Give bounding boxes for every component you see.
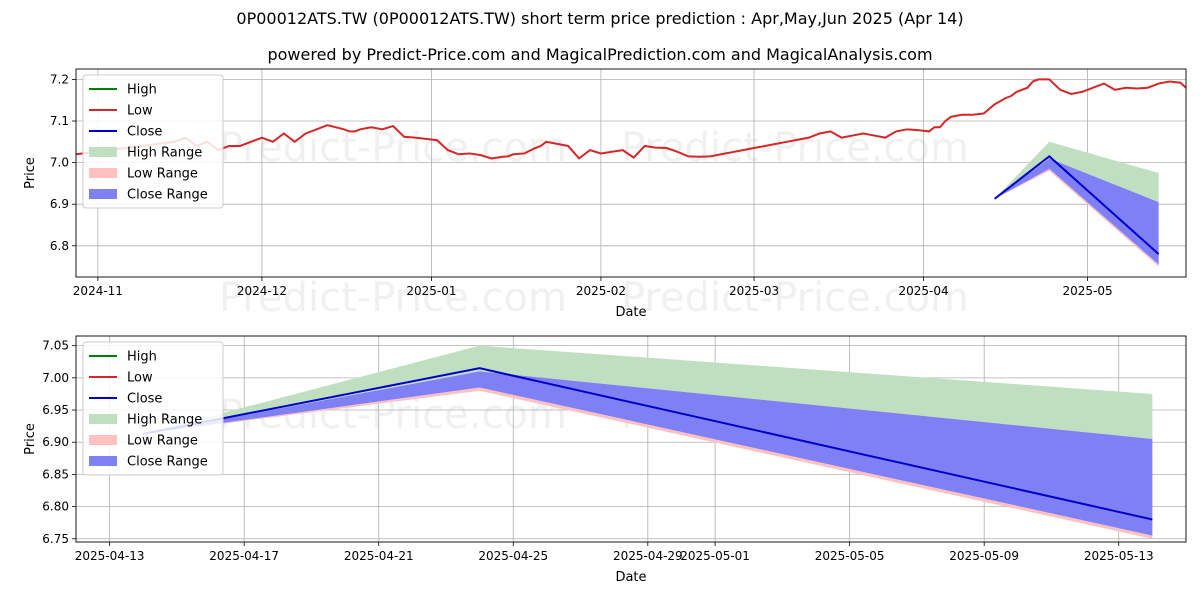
- x-tick-label: 2025-04-29: [613, 549, 683, 563]
- x-axis-label: Date: [615, 305, 646, 320]
- high-range-band: [143, 345, 1153, 439]
- legend-entry-label: Low: [127, 104, 153, 119]
- close-line: [994, 155, 1160, 255]
- legend-swatch-patch: [89, 189, 117, 199]
- legend-entry-label: High Range: [127, 146, 202, 161]
- legend-entry-label: High: [127, 350, 157, 365]
- y-tick-label: 7.0: [50, 156, 69, 170]
- plot-area: Predict-Price.com Predict-Price.com: [76, 69, 1186, 277]
- close-line: [143, 367, 1153, 521]
- x-tick-label: 2025-04-13: [75, 549, 145, 563]
- legend-swatch-patch: [89, 414, 117, 424]
- low-line: [76, 78, 1186, 160]
- x-tick-label: 2025-05-05: [815, 549, 885, 563]
- plot-frame: [75, 68, 1187, 278]
- legend-entry-label: Close: [127, 392, 162, 407]
- legend-entry-label: Low: [127, 371, 153, 386]
- x-tick-label: 2025-01: [406, 284, 456, 298]
- x-tick-label: 2025-02: [576, 284, 626, 298]
- x-tick-label: 2025-05-01: [680, 549, 750, 563]
- y-tick-label: 6.90: [42, 435, 69, 449]
- legend-swatch-patch: [89, 435, 117, 445]
- y-tick-label: 7.05: [42, 339, 69, 353]
- x-axis-label: Date: [615, 570, 646, 585]
- watermark: Predict-Price.com: [219, 275, 567, 321]
- legend-swatch-patch: [89, 147, 117, 157]
- y-tick-label: 6.75: [42, 532, 69, 546]
- legend: High Low Close High Range Low Range Close Ran…: [82, 74, 224, 209]
- y-tick-label: 6.8: [50, 239, 69, 253]
- chart-title: 0P00012ATS.TW (0P00012ATS.TW) short term…: [236, 9, 964, 28]
- y-tick-label: 6.95: [42, 403, 69, 417]
- legend-entry-label: Close Range: [127, 188, 208, 203]
- legend-box: [82, 74, 224, 209]
- y-tick-label: 6.9: [50, 197, 69, 211]
- x-tick-label: 2025-05: [1063, 284, 1113, 298]
- x-tick-label: 2025-04-25: [478, 549, 548, 563]
- close-range-band: [143, 371, 1153, 536]
- x-tick-label: 2024-11: [73, 284, 123, 298]
- y-axis-label: Price: [23, 423, 38, 455]
- legend-box: [82, 341, 224, 476]
- x-tick-label: 2025-05-09: [949, 549, 1019, 563]
- chart-panel-1: Predict-Price.com Predict-Price.comPredic…: [23, 68, 1187, 321]
- plot-frame: [75, 335, 1187, 543]
- legend-entry-label: High: [127, 83, 157, 98]
- x-tick-label: 2025-05-13: [1084, 549, 1154, 563]
- legend-swatch-patch: [89, 456, 117, 466]
- y-tick-label: 7.1: [50, 114, 69, 128]
- x-tick-label: 2024-12: [237, 284, 287, 298]
- watermark: Predict-Price.com: [219, 125, 567, 171]
- y-tick-label: 7.00: [42, 371, 69, 385]
- chart-subtitle: powered by Predict-Price.com and Magical…: [267, 45, 933, 64]
- legend-entry-label: Low Range: [127, 434, 198, 449]
- watermark: Predict-Price.com: [621, 275, 969, 321]
- x-tick-label: 2025-03: [729, 284, 779, 298]
- x-tick-label: 2025-04-21: [344, 549, 414, 563]
- legend-entry-label: Close: [127, 125, 162, 140]
- y-axis-label: Price: [23, 157, 38, 189]
- x-tick-label: 2025-04: [898, 284, 948, 298]
- y-tick-label: 7.2: [50, 72, 69, 86]
- high-range-band: [994, 141, 1159, 203]
- y-tick-label: 6.80: [42, 500, 69, 514]
- legend-entry-label: Close Range: [127, 455, 208, 470]
- legend: High Low Close High Range Low Range Close Ran…: [82, 341, 224, 476]
- x-tick-label: 2025-04-17: [209, 549, 279, 563]
- watermark: Predict-Price.com: [621, 125, 969, 171]
- legend-swatch-patch: [89, 168, 117, 178]
- legend-entry-label: High Range: [127, 413, 202, 428]
- legend-entry-label: Low Range: [127, 167, 198, 182]
- y-tick-label: 6.85: [42, 467, 69, 481]
